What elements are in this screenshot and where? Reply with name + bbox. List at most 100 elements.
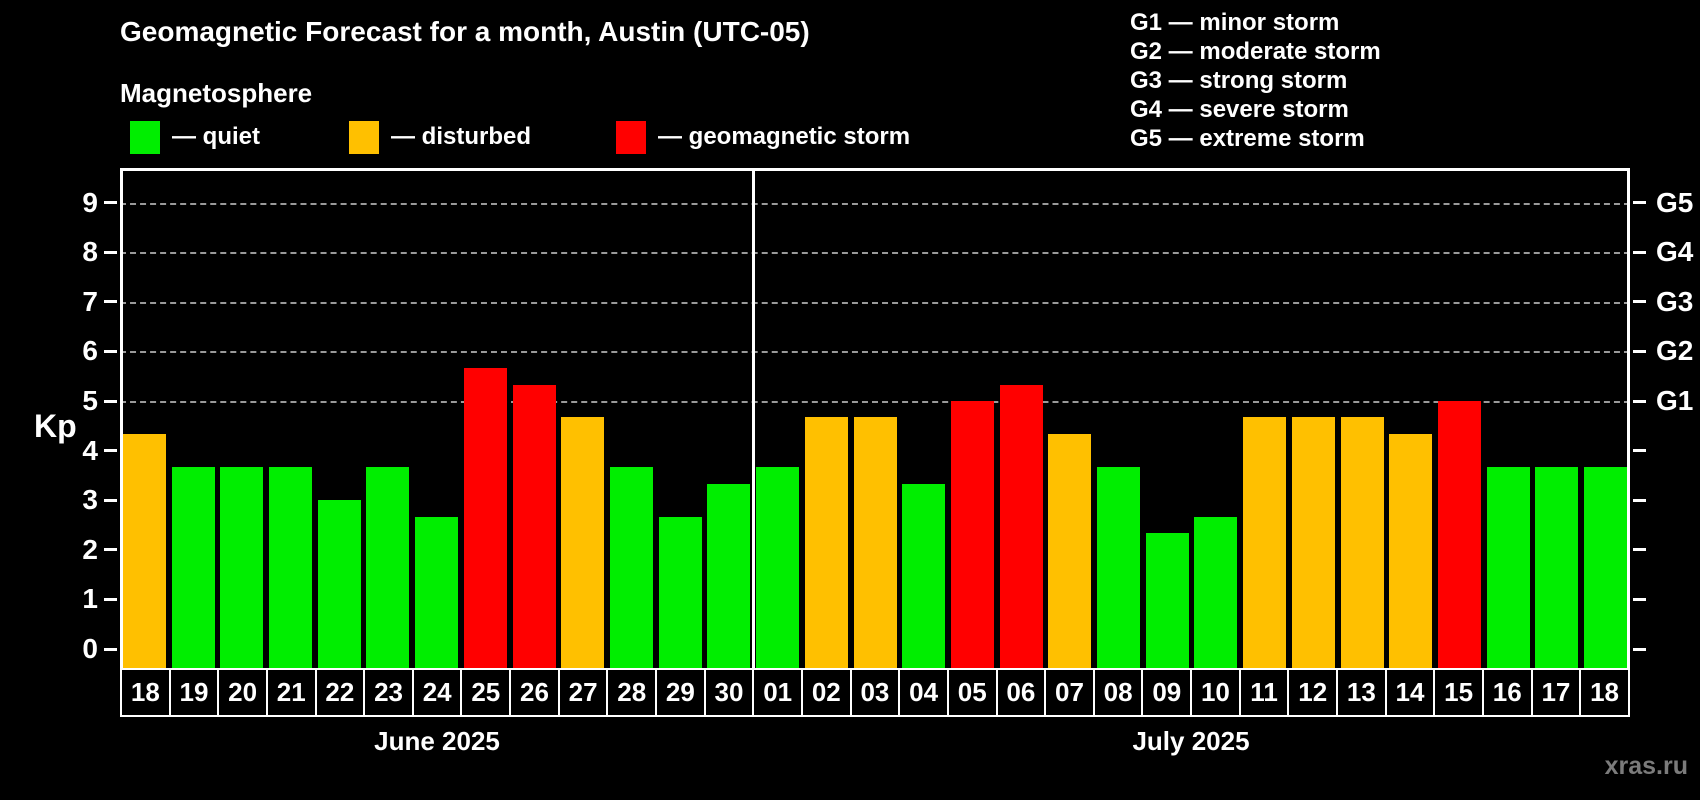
- left-tick-8: [104, 250, 117, 254]
- gridline-kp5: [120, 401, 1630, 403]
- day-box-01: 01: [752, 668, 803, 717]
- day-box-23: 23: [363, 668, 414, 717]
- y-tick-label-8: 8: [82, 236, 98, 268]
- kp-bar-june-23: [366, 466, 410, 668]
- left-tick-1: [104, 597, 117, 601]
- storm-scale-g5: G5 — extreme storm: [1130, 125, 1365, 152]
- storm-scale-legend: G1 — minor storm G2 — moderate storm G3 …: [1130, 8, 1381, 153]
- y-tick-label-1: 1: [82, 583, 98, 615]
- kp-bar-june-21: [268, 466, 312, 668]
- day-box-12: 12: [1287, 668, 1339, 717]
- day-box-04: 04: [898, 668, 949, 717]
- kp-bar-july-16: [1486, 466, 1530, 668]
- kp-bar-july-05: [950, 401, 994, 668]
- kp-bar-june-29: [658, 516, 702, 668]
- kp-bar-june-20: [220, 466, 264, 668]
- plot-border-left: [120, 168, 123, 668]
- quiet-color-swatch: [130, 120, 160, 154]
- day-box-24: 24: [411, 668, 463, 717]
- right-axis-label-g5: G5: [1656, 186, 1694, 218]
- month-label-july: July 2025: [1132, 726, 1250, 756]
- kp-bar-july-11: [1243, 417, 1287, 668]
- day-box-22: 22: [314, 668, 366, 717]
- left-tick-4: [104, 449, 117, 453]
- plot-area: 0 1 2 3 4 5 6 7 8 9 G1 G2 G3 G4 G5: [82, 168, 1693, 668]
- kp-bar-july-10: [1194, 516, 1238, 668]
- day-box-18: 18: [1579, 668, 1630, 717]
- gridline-kp9: [120, 202, 1630, 205]
- gridline-kp6: [120, 351, 1630, 354]
- kp-bar-july-06: [999, 384, 1043, 668]
- right-tick-8: [1633, 250, 1646, 254]
- kp-bar-july-18: [1584, 466, 1628, 668]
- legend-label-storm: — geomagnetic storm: [658, 123, 911, 150]
- left-tick-3: [104, 498, 117, 502]
- right-axis-label-g3: G3: [1656, 285, 1694, 317]
- kp-bar-july-03: [853, 417, 897, 668]
- right-tick-3: [1633, 498, 1646, 502]
- y-tick-label-6: 6: [82, 335, 98, 367]
- y-tick-label-7: 7: [82, 285, 98, 317]
- storm-color-swatch: [616, 120, 646, 154]
- day-box-28: 28: [606, 668, 658, 717]
- kp-bar-june-27: [561, 417, 605, 668]
- kp-bar-july-01: [756, 466, 800, 668]
- kp-bar-july-12: [1291, 417, 1335, 668]
- plot-border-top: [120, 168, 1630, 171]
- day-box-26: 26: [509, 668, 560, 717]
- y-tick-label-3: 3: [82, 484, 98, 516]
- y-tick-label-9: 9: [82, 186, 98, 218]
- kp-bar-june-19: [171, 466, 215, 668]
- kp-bar-july-07: [1048, 434, 1092, 668]
- kp-bar-july-13: [1340, 417, 1384, 668]
- right-tick-1: [1633, 597, 1646, 601]
- day-box-10: 10: [1190, 668, 1241, 717]
- gridline-kp8: [120, 252, 1630, 255]
- kp-bar-june-28: [609, 466, 653, 668]
- gridline-kp7: [120, 301, 1630, 304]
- storm-scale-g3: G3 — strong storm: [1130, 67, 1348, 94]
- left-tick-6: [104, 349, 117, 353]
- right-axis-label-g4: G4: [1656, 236, 1694, 268]
- kp-bar-july-08: [1097, 466, 1141, 668]
- day-box-20: 20: [217, 668, 268, 717]
- right-tick-6: [1633, 349, 1646, 353]
- right-tick-0: [1633, 647, 1646, 651]
- day-box-15: 15: [1433, 668, 1484, 717]
- day-label-row: 18 19 20 21 22 23 24 25 26 27 28 29 30 01 02 03 04 05 06 07…: [120, 668, 1630, 717]
- y-tick-label-0: 0: [82, 633, 98, 664]
- y-tick-label-4: 4: [82, 434, 98, 466]
- storm-scale-g2: G2 — moderate storm: [1130, 38, 1381, 65]
- day-box-18: 18: [120, 668, 171, 717]
- left-tick-2: [104, 548, 117, 552]
- legend-label-quiet: — quiet: [172, 123, 260, 150]
- right-axis-label-g2: G2: [1656, 335, 1694, 367]
- month-divider: [751, 168, 755, 668]
- right-tick-5: [1633, 399, 1646, 403]
- right-tick-4: [1633, 449, 1646, 453]
- day-box-02: 02: [800, 668, 852, 717]
- storm-scale-g1: G1 — minor storm: [1130, 9, 1340, 36]
- day-box-25: 25: [460, 668, 512, 717]
- kp-bar-july-17: [1535, 466, 1579, 668]
- kp-bar-june-26: [512, 384, 556, 668]
- y-tick-label-2: 2: [82, 533, 98, 565]
- legend-item-storm: — geomagnetic storm: [616, 120, 910, 154]
- day-box-21: 21: [265, 668, 317, 717]
- day-box-30: 30: [703, 668, 755, 717]
- day-box-07: 07: [1044, 668, 1095, 717]
- right-tick-2: [1633, 548, 1646, 552]
- left-tick-9: [104, 201, 117, 205]
- y-axis-title: Kp: [34, 408, 77, 444]
- right-tick-9: [1633, 201, 1646, 205]
- page-title: Geomagnetic Forecast for a month, Austin…: [120, 16, 810, 47]
- day-box-08: 08: [1092, 668, 1144, 717]
- kp-bar-june-18: [122, 434, 166, 668]
- day-box-17: 17: [1530, 668, 1582, 717]
- y-tick-label-5: 5: [82, 385, 98, 416]
- day-box-13: 13: [1336, 668, 1387, 717]
- kp-bar-june-22: [317, 500, 361, 668]
- left-tick-0: [104, 647, 117, 651]
- kp-bar-july-15: [1438, 401, 1482, 668]
